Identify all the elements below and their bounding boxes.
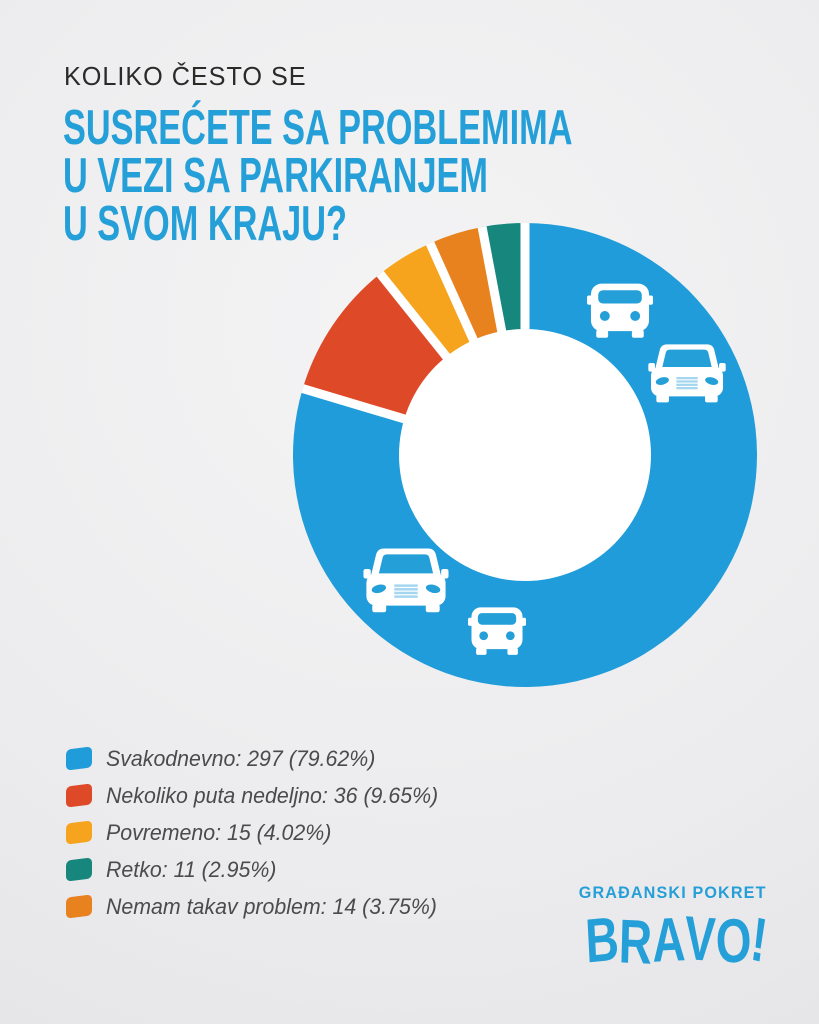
- logo-letter: R: [618, 907, 654, 978]
- legend-swatch-nemam-takav-problem: [66, 894, 92, 919]
- legend-item: Svakodnevno: 297 (79.62%): [66, 740, 448, 777]
- logo-bravo-wordmark: BRAVO!: [584, 903, 771, 978]
- legend-item: Retko: 11 (2.95%): [66, 851, 448, 888]
- headline-line-3: U SVOM KRAJU?: [63, 197, 347, 251]
- logo-letter: V: [684, 903, 718, 976]
- legend-label: Nemam takav problem: 14 (3.75%): [106, 893, 437, 919]
- logo-movement-name: GRAĐANSKI POKRET: [579, 883, 767, 902]
- legend-label: Retko: 11 (2.95%): [106, 856, 277, 882]
- car-front-sedan-icon: [363, 548, 449, 613]
- donut-chart: [293, 223, 758, 687]
- question-kicker: KOLIKO ČESTO SE: [64, 61, 307, 91]
- headline-line-2: U VEZI SA PARKIRANJEM: [63, 149, 488, 203]
- legend-item: Nekoliko puta nedeljno: 36 (9.65%): [66, 777, 448, 814]
- chart-legend: Svakodnevno: 297 (79.62%) Nekoliko puta …: [66, 740, 448, 925]
- legend-item: Povremeno: 15 (4.02%): [66, 814, 448, 851]
- logo-letter: A: [651, 905, 687, 976]
- car-front-boxy-icon: [587, 283, 653, 338]
- logo-letter: !: [747, 904, 772, 977]
- legend-item: Nemam takav problem: 14 (3.75%): [66, 888, 448, 925]
- legend-label: Svakodnevno: 297 (79.62%): [106, 745, 376, 771]
- legend-label: Povremeno: 15 (4.02%): [106, 819, 332, 845]
- headline-line-1: SUSREĆETE SA PROBLEMIMA: [63, 101, 573, 155]
- legend-swatch-svakodnevno: [66, 746, 92, 771]
- bravo-logo: GRAĐANSKI POKRET BRAVO!: [522, 883, 771, 978]
- legend-swatch-nekoliko-puta-nedeljno: [66, 783, 92, 808]
- car-front-sedan-icon: [648, 344, 726, 403]
- donut-hole: [399, 329, 651, 581]
- logo-letter: B: [584, 904, 621, 977]
- car-front-boxy-icon: [468, 607, 526, 655]
- legend-swatch-povremeno: [66, 820, 92, 845]
- legend-swatch-retko: [66, 857, 92, 882]
- legend-label: Nekoliko puta nedeljno: 36 (9.65%): [106, 782, 439, 808]
- question-headline: SUSREĆETE SA PROBLEMIMA U VEZI SA PARKIR…: [63, 101, 573, 251]
